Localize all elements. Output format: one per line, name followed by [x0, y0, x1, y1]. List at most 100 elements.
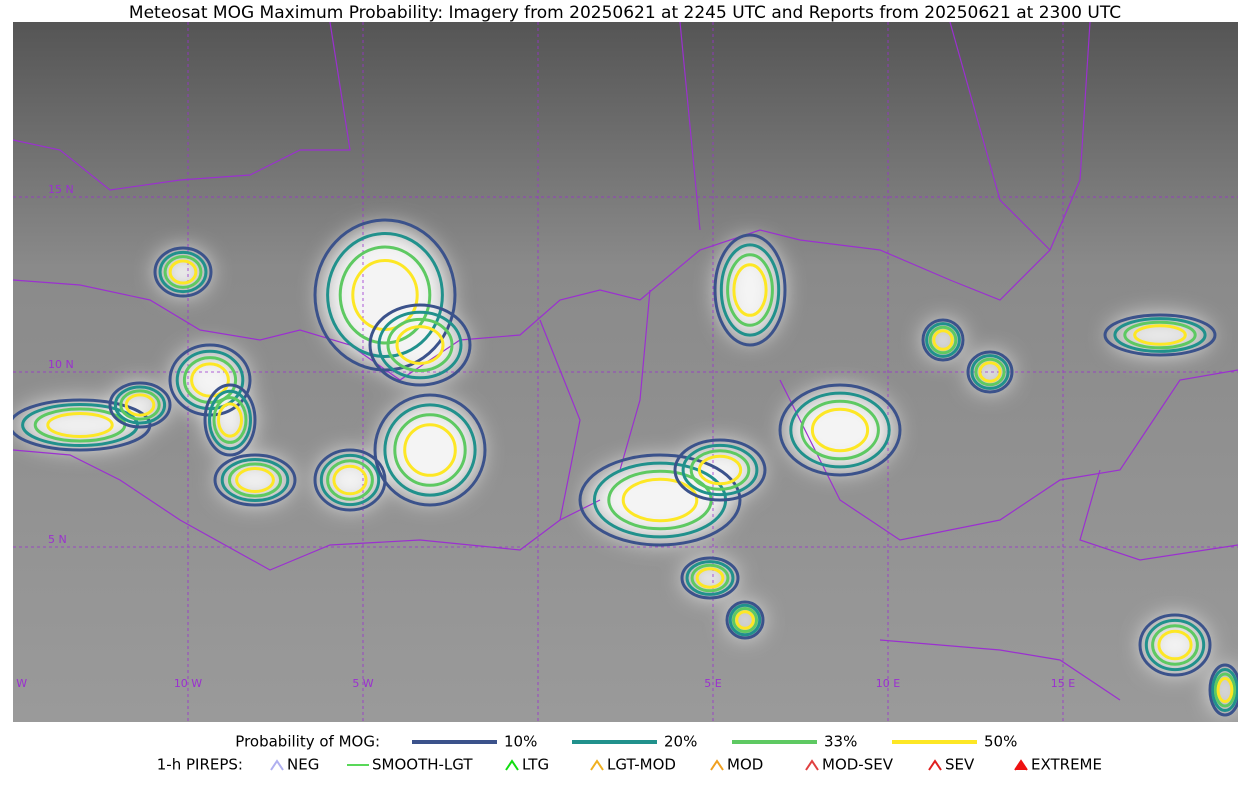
contour [313, 218, 457, 372]
probability-contours [13, 218, 1238, 717]
pirep-icon [928, 759, 942, 771]
map-title: Meteosat MOG Maximum Probability: Imager… [129, 3, 1121, 23]
legend-label: 20% [664, 733, 697, 751]
lon-label: 5 W [352, 677, 373, 690]
legend-label: LTG [522, 756, 549, 774]
contour [217, 402, 243, 438]
contour [368, 303, 472, 387]
contour [789, 391, 891, 469]
contour [1211, 668, 1238, 712]
contour [383, 403, 477, 497]
contour [685, 560, 735, 596]
legend-title: Probability of MOG: [235, 733, 380, 751]
contour [697, 454, 743, 486]
contour [978, 361, 1002, 383]
contour [621, 477, 699, 523]
lon-label: 15 W [0, 677, 27, 690]
contour [974, 357, 1006, 387]
lat-label: 15 N [48, 183, 74, 196]
graticule: 15 N 10 N 5 N 15 W 10 W 5 W 5 E 10 E 15 E [0, 22, 1238, 722]
contour [319, 453, 381, 507]
contour [725, 600, 765, 640]
contour [966, 350, 1014, 394]
contour [212, 396, 248, 444]
contour [673, 438, 767, 502]
lon-label: 10 E [876, 677, 900, 690]
contour [203, 383, 257, 457]
contour [21, 403, 139, 447]
contour [810, 407, 870, 453]
lat-label: 5 N [48, 533, 67, 546]
contour [386, 317, 454, 373]
contour [1103, 313, 1217, 357]
contour [689, 449, 751, 491]
pirep-icon [805, 759, 819, 771]
contour [182, 356, 238, 404]
contour [1133, 324, 1187, 346]
contour [220, 458, 290, 502]
contour [1157, 629, 1193, 661]
legend-label: SEV [945, 756, 975, 774]
lat-label: 10 N [48, 358, 74, 371]
contour [108, 381, 172, 429]
contour [168, 259, 198, 285]
contour [731, 606, 759, 634]
pirep-icon [270, 759, 284, 771]
contour [932, 329, 954, 351]
contour [158, 250, 208, 294]
legend-label: EXTREME [1031, 756, 1102, 774]
contour [227, 462, 283, 498]
legend-label: LGT-MOD [607, 756, 676, 774]
contour [1213, 672, 1237, 708]
contour [46, 412, 114, 438]
contour [970, 354, 1010, 390]
borders [13, 22, 1238, 701]
pirep-icon [710, 759, 724, 771]
lon-label: 10 W [174, 677, 202, 690]
contour [1216, 677, 1234, 703]
contour [726, 253, 774, 327]
contour [373, 393, 487, 507]
contour [1138, 613, 1212, 677]
legend-label: 33% [824, 733, 857, 751]
contour [695, 567, 725, 589]
contour [235, 467, 275, 493]
contour [1113, 317, 1207, 353]
legend-title: 1-h PIREPS: [157, 756, 243, 774]
contour [403, 423, 457, 477]
contour [735, 610, 755, 630]
contour [1151, 624, 1199, 666]
contour [690, 563, 730, 593]
contour [338, 245, 432, 345]
contour [921, 318, 965, 362]
contour [213, 453, 297, 507]
contour [800, 399, 880, 461]
contour [377, 310, 463, 380]
contour [395, 325, 445, 365]
contour [119, 389, 161, 421]
legend: Probability of MOG: 10% 20% 33% 50% 1-h PIREP… [157, 733, 1102, 774]
contour [208, 389, 252, 451]
contour [719, 243, 781, 337]
legend-label: 10% [504, 733, 537, 751]
contour [326, 459, 374, 501]
contour [681, 443, 759, 497]
contour [680, 556, 740, 600]
contour [578, 453, 742, 547]
contour [163, 255, 203, 289]
lon-label: 5 E [704, 677, 721, 690]
map-area: 15 N 10 N 5 N 15 W 10 W 5 W 5 E 10 E 15 E [0, 22, 1238, 722]
legend-label: 50% [984, 733, 1017, 751]
pirep-icon [590, 759, 604, 771]
contour [925, 322, 961, 358]
legend-label: NEG [287, 756, 319, 774]
legend-label: MOD-SEV [822, 756, 894, 774]
contour [778, 383, 902, 477]
legend-label: MOD [727, 756, 763, 774]
contour [393, 413, 467, 487]
contour [1123, 320, 1197, 350]
contour [728, 603, 762, 637]
contour [928, 325, 958, 355]
